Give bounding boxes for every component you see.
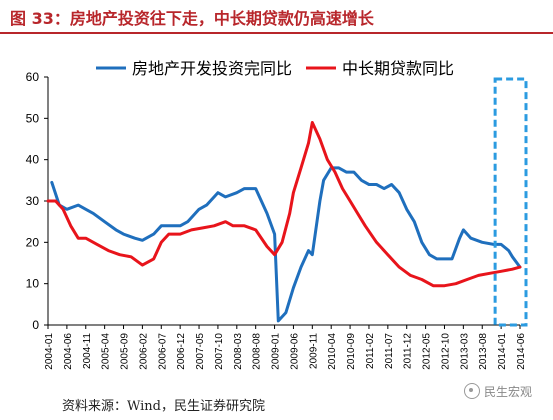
y-tick-label: 50: [26, 111, 40, 125]
x-tick-label: 2012-05: [422, 333, 433, 370]
x-tick-label: 2009-11: [308, 333, 319, 369]
y-tick-label: 30: [26, 194, 40, 208]
series-line-2: [46, 121, 522, 288]
legend-label: 中长期贷款同比: [342, 59, 454, 78]
x-tick-label: 2009-01: [271, 333, 282, 370]
figure-header: 图 33：房地产投资往下走，中长期贷款仍高速增长: [0, 0, 553, 37]
x-tick-label: 2013-03: [459, 333, 470, 370]
x-tick-label: 2012-10: [440, 333, 451, 370]
y-tick-label: 10: [26, 277, 40, 291]
x-tick-label: 2011-07: [384, 333, 395, 369]
chart-axes: [47, 77, 520, 326]
y-axis-ticks: 0 10 20 30 40 50 60: [26, 70, 48, 332]
legend: 房地产开发投资完同比 中长期贷款同比: [96, 59, 454, 78]
y-tick-label: 60: [26, 70, 40, 84]
figure-title: 图 33：房地产投资往下走，中长期贷款仍高速增长: [10, 9, 374, 28]
wechat-icon: [464, 383, 480, 399]
x-tick-label: 2010-09: [346, 333, 357, 370]
x-tick-label: 2005-09: [120, 333, 131, 370]
x-tick-label: 2006-12: [176, 333, 187, 370]
x-tick-label: 2006-07: [157, 333, 168, 370]
x-tick-label: 2014-06: [516, 333, 527, 370]
x-tick-label: 2009-06: [289, 333, 300, 370]
x-tick-label: 2010-04: [327, 333, 338, 370]
x-tick-label: 2008-08: [252, 333, 263, 370]
x-tick-label: 2004-11: [82, 333, 93, 369]
y-tick-label: 0: [32, 318, 39, 332]
legend-label: 房地产开发投资完同比: [132, 59, 292, 78]
source-note: 资料来源：Wind，民生证券研究院: [62, 399, 265, 414]
watermark-label: 民生宏观: [484, 385, 533, 399]
x-tick-label: 2011-12: [403, 333, 414, 369]
series-line-1: [50, 166, 522, 323]
title-underline: [0, 32, 553, 34]
x-tick-label: 2014-01: [497, 333, 508, 370]
x-tick-label: 2004-01: [44, 333, 55, 370]
line-chart: 0 10 20 30 40 50 60 2004-01 2004-06 2004-11 2005-…: [26, 59, 528, 370]
watermark: 民生宏观: [464, 383, 532, 400]
x-tick-label: 2008-03: [233, 333, 244, 370]
y-tick-label: 40: [26, 153, 40, 167]
y-tick-label: 20: [26, 235, 40, 249]
x-tick-label: 2004-06: [63, 333, 74, 370]
x-axis-ticks: 2004-01 2004-06 2004-11 2005-04 2005-09 2006-…: [44, 325, 527, 370]
highlight-box: [493, 77, 528, 327]
highlight-rect: [493, 77, 528, 327]
x-tick-label: 2005-04: [101, 333, 112, 370]
x-tick-label: 2007-10: [214, 333, 225, 370]
x-tick-label: 2011-02: [365, 333, 376, 369]
series-lines: [46, 121, 522, 323]
x-tick-label: 2006-02: [138, 333, 149, 370]
x-tick-label: 2007-05: [195, 333, 206, 370]
x-tick-label: 2013-08: [478, 333, 489, 370]
